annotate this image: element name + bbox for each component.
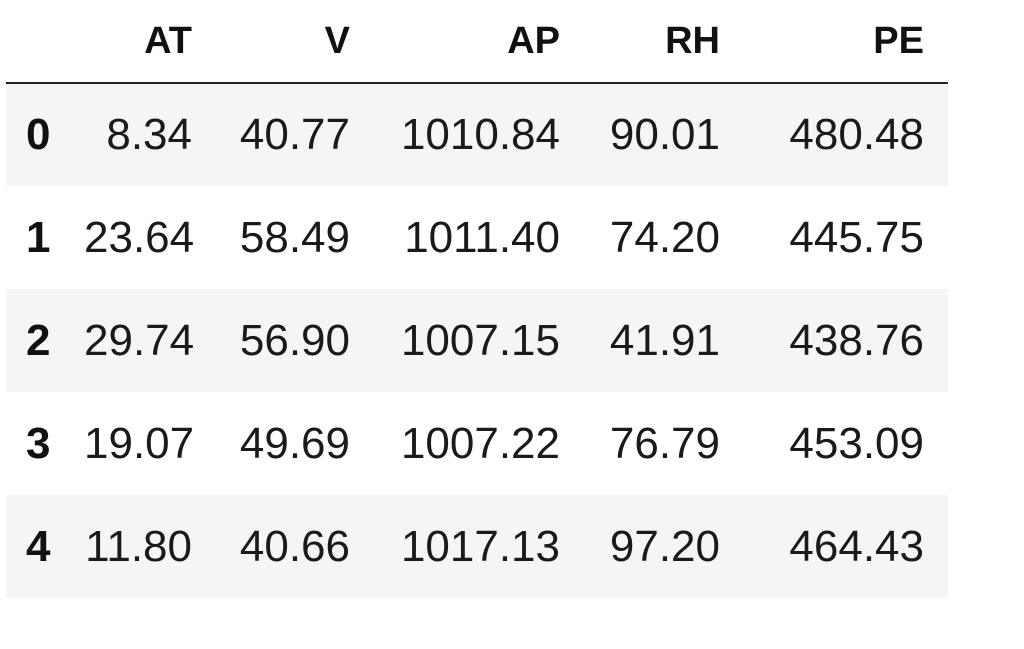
cell-v: 56.90: [239, 315, 350, 365]
cell-at: 19.07: [84, 418, 195, 468]
dataframe-table: AT V AP RH PE 0 8.34 40.77 1010.84 90.01…: [6, 0, 948, 598]
row-index: 4: [26, 521, 51, 571]
cell-rh: 97.20: [609, 521, 720, 571]
cell-rh: 90.01: [609, 110, 720, 159]
column-header-pe: PE: [744, 0, 948, 84]
cell-v: 40.77: [239, 110, 350, 159]
table-row: 2 29.74 56.90 1007.15 41.91 438.76: [6, 289, 948, 392]
column-header-v: V: [216, 0, 374, 84]
row-index: 2: [26, 315, 51, 365]
cell-pe: 438.76: [789, 315, 924, 365]
column-header-at: AT: [84, 0, 216, 84]
dataframe-output: AT V AP RH PE 0 8.34 40.77 1010.84 90.01…: [6, 0, 948, 598]
cell-ap: 1017.13: [400, 521, 560, 571]
cell-ap: 1011.40: [404, 212, 560, 262]
cell-pe: 480.48: [789, 110, 924, 159]
table-header: AT V AP RH PE: [6, 0, 948, 84]
table-row: 1 23.64 58.49 1011.40 74.20 445.75: [6, 186, 948, 289]
cell-pe: 453.09: [789, 418, 924, 468]
cell-at: 8.34: [106, 110, 192, 159]
table-row: 3 19.07 49.69 1007.22 76.79 453.09: [6, 392, 948, 495]
cell-pe: 445.75: [789, 212, 924, 262]
row-index: 0: [26, 110, 51, 159]
row-index: 1: [26, 212, 51, 262]
column-header-index: [6, 0, 84, 84]
cell-rh: 74.20: [609, 212, 720, 262]
cell-ap: 1007.15: [400, 315, 560, 365]
cell-at: 29.74: [84, 315, 195, 365]
header-row: AT V AP RH PE: [6, 0, 948, 84]
cell-pe: 464.43: [789, 521, 924, 571]
cell-at: 23.64: [84, 212, 195, 262]
column-header-rh: RH: [584, 0, 744, 84]
cell-v: 40.66: [239, 521, 350, 571]
cell-v: 58.49: [239, 212, 350, 262]
column-header-ap: AP: [374, 0, 584, 84]
cell-at: 11.80: [85, 521, 192, 571]
cell-v: 49.69: [239, 418, 350, 468]
table-body: 0 8.34 40.77 1010.84 90.01 480.48 1 23.6…: [6, 83, 948, 598]
cell-ap: 1010.84: [400, 110, 560, 159]
cell-ap: 1007.22: [400, 418, 560, 468]
table-row: 0 8.34 40.77 1010.84 90.01 480.48: [6, 83, 948, 186]
row-index: 3: [26, 418, 51, 468]
cell-rh: 41.91: [609, 315, 720, 365]
table-row: 4 11.80 40.66 1017.13 97.20 464.43: [6, 495, 948, 598]
cell-rh: 76.79: [609, 418, 720, 468]
